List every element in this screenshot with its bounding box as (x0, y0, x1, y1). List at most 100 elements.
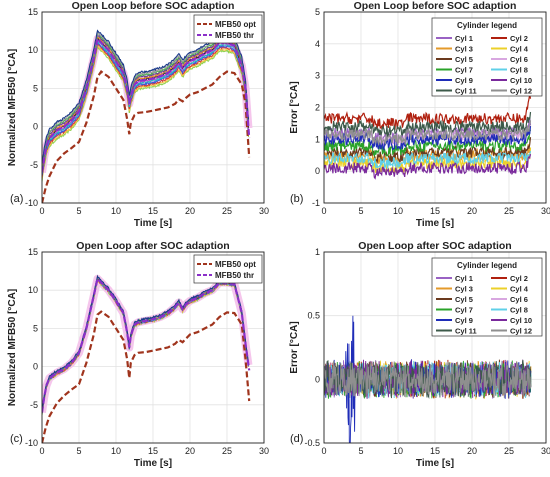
legend-label: Cyl 2 (510, 34, 528, 43)
legend-label: Cyl 4 (510, 45, 529, 54)
cylinder-trace (42, 274, 250, 410)
chart-title: Open Loop after SOC adaption (358, 240, 511, 252)
panel-label: (c) (10, 433, 23, 445)
y-tick-label: 1 (315, 134, 320, 144)
error-trace-cyl-12 (324, 360, 532, 399)
legend-box (431, 17, 543, 97)
panel-label: (d) (290, 433, 303, 445)
x-tick-label: 30 (259, 206, 269, 216)
x-axis-label: Time [s] (416, 218, 454, 229)
series-group (324, 94, 532, 180)
x-axis-label: Time [s] (134, 218, 172, 229)
series-line-mfb50-opt (42, 70, 251, 203)
x-tick-label: 15 (148, 206, 158, 216)
y-tick-label: 1 (315, 247, 320, 257)
x-tick-label: 20 (467, 206, 477, 216)
legend-label: Cyl 7 (455, 66, 473, 75)
x-tick-label: 15 (430, 206, 440, 216)
y-tick-label: 5 (315, 7, 320, 17)
x-tick-label: 30 (541, 206, 550, 216)
legend-label: Cyl 11 (455, 327, 477, 336)
x-tick-label: 10 (111, 206, 121, 216)
legend-label: Cyl 10 (510, 76, 532, 85)
legend-label: Cyl 3 (455, 285, 473, 294)
y-tick-label: -10 (25, 198, 38, 208)
y-tick-label: 5 (33, 83, 38, 93)
legend-label: Cyl 12 (510, 327, 532, 336)
x-tick-label: 30 (259, 446, 269, 456)
x-tick-label: 5 (358, 206, 363, 216)
error-trace-cyl-2 (324, 94, 532, 131)
legend-box (193, 254, 263, 284)
error-trace-cyl-12 (324, 120, 532, 146)
plot-frame (41, 251, 265, 444)
x-tick-label: 15 (430, 446, 440, 456)
y-tick-label: -10 (25, 438, 38, 448)
legend-label: Cyl 7 (455, 306, 473, 315)
y-tick-label: 3 (315, 71, 320, 81)
legend-label: Cyl 8 (510, 306, 528, 315)
plot-frame (41, 11, 265, 204)
x-axis-label: Time [s] (134, 458, 172, 469)
legend-title: Cylinder legend (457, 21, 517, 30)
y-axis-label: Normalized MFB50 [°CA] (7, 49, 18, 166)
y-tick-label: 4 (315, 39, 320, 49)
plot-frame (323, 11, 547, 204)
cylinder-trace (42, 34, 250, 170)
y-tick-label: 10 (28, 45, 38, 55)
chart-panel-c: 0 5 10 15 20 25 30 -10 -5 0 5 10 15 Open Loop after S… (7, 240, 269, 469)
legend-label: Cyl 6 (510, 55, 528, 64)
legend-box (193, 14, 263, 44)
legend-label: Cyl 8 (510, 66, 528, 75)
x-tick-label: 10 (111, 446, 121, 456)
series-group (42, 274, 253, 443)
y-tick-label: -1 (312, 198, 320, 208)
error-trace-cyl-8 (324, 150, 532, 170)
y-tick-label: 15 (28, 247, 38, 257)
cylinder-trace (42, 43, 250, 178)
x-tick-label: 25 (222, 206, 232, 216)
chart-panel-a: 0 5 10 15 20 25 30 -10 -5 0 5 10 15 Open Loop before … (7, 0, 269, 229)
legend-label: MFB50 thr (215, 271, 254, 280)
x-tick-label: 30 (541, 446, 550, 456)
y-tick-label: 2 (315, 103, 320, 113)
panel-label: (b) (290, 193, 303, 205)
legend-label: MFB50 opt (215, 20, 256, 29)
series-line-mfb50-opt (42, 310, 251, 443)
legend-label: Cyl 5 (455, 55, 473, 64)
legend-label: MFB50 opt (215, 260, 256, 269)
y-tick-label: 0 (315, 166, 320, 176)
y-tick-label: 0 (33, 362, 38, 372)
legend-label: Cyl 9 (455, 76, 473, 85)
error-trace-cyl-9 (324, 125, 532, 152)
y-axis-label: Error [°CA] (289, 81, 300, 133)
legend-label: Cyl 12 (510, 87, 532, 96)
legend-label: MFB50 thr (215, 31, 254, 40)
y-tick-label: 15 (28, 7, 38, 17)
legend-label: Cyl 3 (455, 45, 473, 54)
x-axis-label: Time [s] (416, 458, 454, 469)
legend-label: Cyl 2 (510, 274, 528, 283)
y-tick-label: 0 (33, 122, 38, 132)
y-tick-label: -5 (30, 160, 38, 170)
y-tick-label: 10 (28, 285, 38, 295)
chart-title: Open Loop after SOC adaption (76, 240, 229, 252)
error-trace-cyl-10 (324, 153, 532, 180)
chart-title: Open Loop before SOC adaption (72, 0, 235, 12)
y-tick-label: 5 (33, 323, 38, 333)
x-tick-label: 0 (321, 446, 326, 456)
legend-label: Cyl 9 (455, 316, 473, 325)
x-tick-label: 20 (467, 446, 477, 456)
x-tick-label: 25 (504, 206, 514, 216)
x-tick-label: 20 (185, 206, 195, 216)
error-trace-cyl-11 (324, 111, 532, 138)
y-tick-label: -0.5 (304, 438, 320, 448)
x-tick-label: 15 (148, 446, 158, 456)
series-line-mfb50-thr (42, 276, 251, 413)
series-line-mfb50-thr (42, 36, 251, 173)
x-tick-label: 0 (39, 206, 44, 216)
x-tick-label: 25 (504, 446, 514, 456)
